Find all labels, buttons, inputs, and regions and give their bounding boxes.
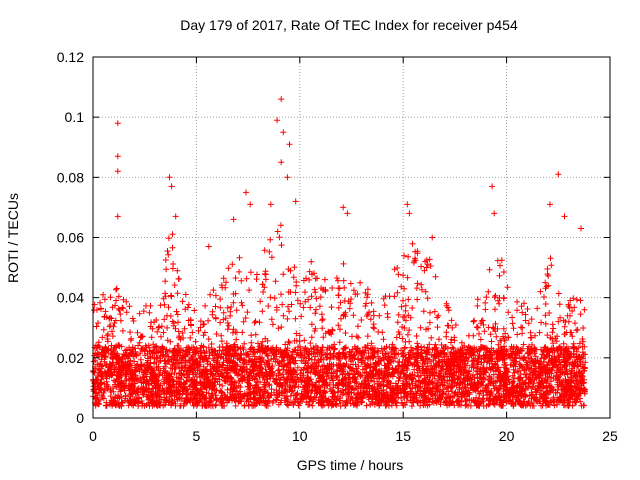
- chart-title: Day 179 of 2017, Rate Of TEC Index for r…: [180, 17, 518, 33]
- y-axis-label: ROTI / TECUs: [5, 193, 21, 283]
- y-tick-label: 0: [76, 410, 84, 426]
- x-axis-label: GPS time / hours: [297, 457, 404, 473]
- x-tick-label: 15: [395, 428, 411, 444]
- x-tick-label: 10: [292, 428, 308, 444]
- y-tick-label: 0.06: [57, 230, 84, 246]
- x-tick-label: 25: [602, 428, 618, 444]
- y-tick-label: 0.08: [57, 169, 84, 185]
- y-tick-label: 0.1: [65, 109, 85, 125]
- x-tick-label: 20: [499, 428, 515, 444]
- x-tick-label: 5: [193, 428, 201, 444]
- axis-ticks: 0 5 10 15 20 25 0 0.02 0.04 0.06 0.08 0.1 0.12: [57, 49, 618, 444]
- y-tick-label: 0.12: [57, 49, 84, 65]
- data-points: [90, 96, 589, 409]
- y-tick-label: 0.04: [57, 290, 84, 306]
- roti-point-markers: [90, 96, 589, 409]
- y-tick-label: 0.02: [57, 350, 84, 366]
- x-tick-label: 0: [89, 428, 97, 444]
